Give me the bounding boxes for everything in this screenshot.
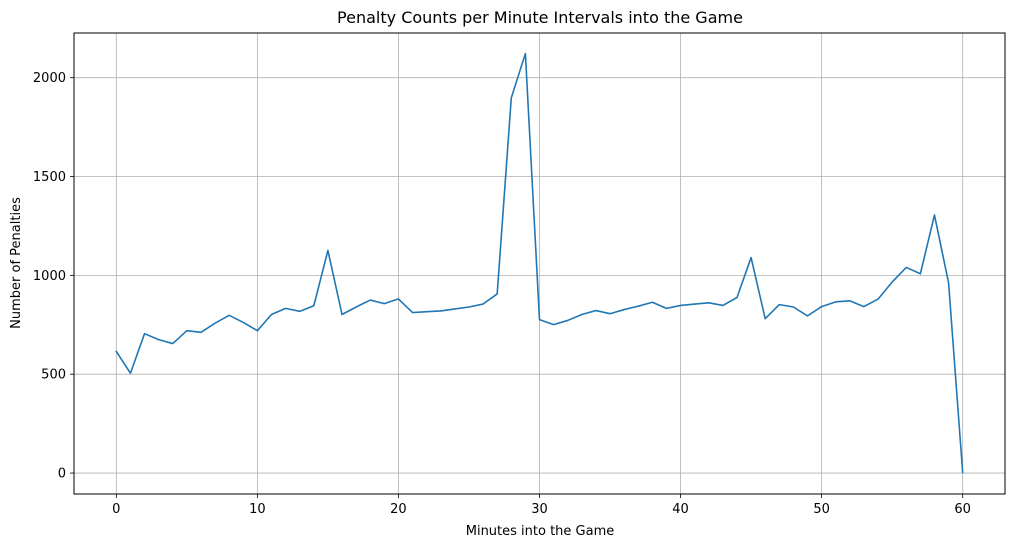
- y-tick-label-2000: 2000: [33, 71, 66, 86]
- x-tick-label-40: 40: [672, 502, 689, 517]
- x-tick-label-30: 30: [531, 502, 548, 517]
- series-layer: [115, 52, 964, 474]
- x-tick-label-60: 60: [954, 502, 971, 517]
- series-line-0: [115, 52, 964, 474]
- y-tick-label-1000: 1000: [33, 269, 66, 284]
- x-tick-label-50: 50: [813, 502, 830, 517]
- y-tick-label-500: 500: [41, 368, 66, 383]
- x-axis-label: Minutes into the Game: [466, 524, 615, 539]
- x-tick-label-20: 20: [390, 502, 407, 517]
- y-tick-label-1500: 1500: [33, 170, 66, 185]
- x-axis-ticks: 0 10 20 30 40 50 60: [112, 494, 971, 517]
- y-tick-label-0: 0: [58, 467, 66, 482]
- chart-title: Penalty Counts per Minute Intervals into…: [337, 8, 743, 27]
- grid-lines: [74, 33, 1005, 494]
- y-axis-ticks: 0 500 1000 1500 2000: [33, 71, 74, 482]
- y-axis-label: Number of Penalties: [9, 197, 24, 329]
- x-tick-label-10: 10: [249, 502, 266, 517]
- x-tick-label-0: 0: [112, 502, 120, 517]
